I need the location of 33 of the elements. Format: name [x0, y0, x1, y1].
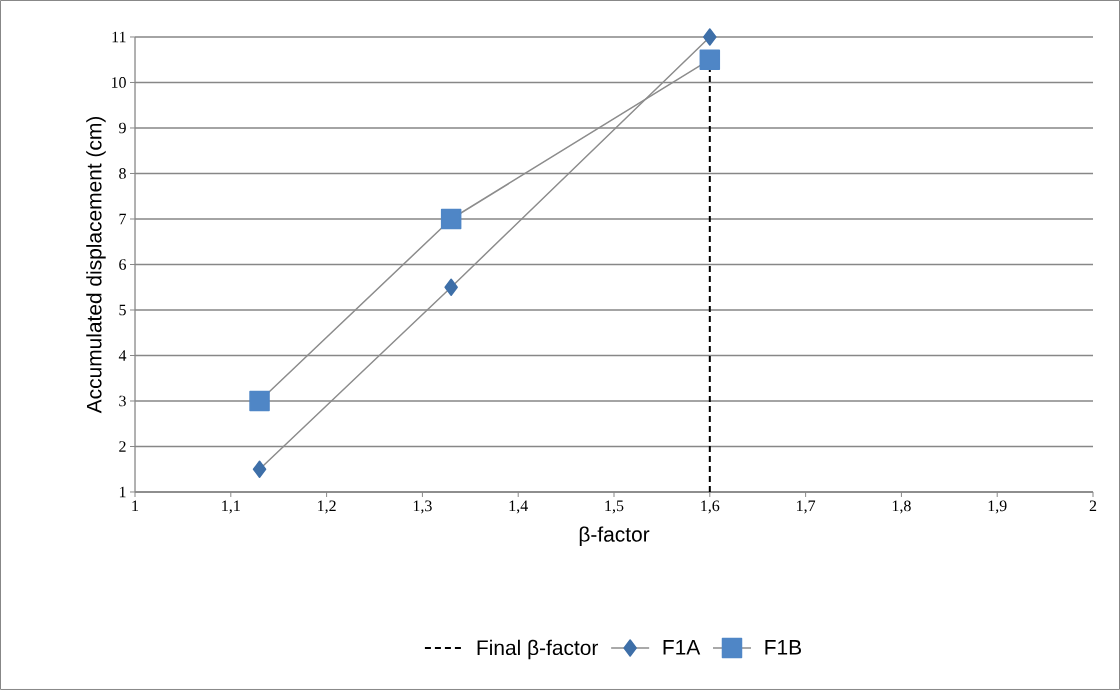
point: [252, 460, 267, 478]
x-tick-label: 2: [1089, 500, 1097, 512]
point: [440, 208, 462, 230]
point: [444, 278, 458, 296]
x-tick-label: 1,2: [318, 500, 336, 514]
y-tick-label: 3: [119, 395, 126, 407]
y-tick-label: 10: [111, 77, 126, 88]
y-tick-label: 1: [119, 486, 126, 498]
x-tick-label: 1,1: [222, 500, 240, 514]
x-tick-label: 1: [132, 500, 139, 512]
x-tick-label: 1,3: [413, 500, 432, 514]
y-tick-label: 8: [119, 168, 126, 179]
y-axis-title: Accumulated displacement (cm): [86, 117, 106, 414]
y-tick-label: 2: [119, 441, 126, 452]
x-axis-title: β-factor: [579, 526, 650, 546]
legend-label: F1B: [765, 640, 801, 655]
point: [699, 49, 721, 70]
legend-label: F1A: [663, 640, 701, 655]
x-tick-label: 1,8: [892, 500, 911, 514]
y-tick-label: 5: [119, 304, 126, 316]
y-tick-label: 4: [118, 350, 127, 361]
y-tick-label: 6: [119, 259, 127, 270]
x-tick-label: 1,7: [797, 500, 816, 514]
point: [703, 28, 717, 46]
y-tick-label: 7: [119, 213, 127, 225]
y-tick-label: 9: [119, 122, 126, 134]
point: [249, 390, 270, 412]
x-tick-label: 1,9: [988, 500, 1007, 514]
x-tick-label: 1,6: [701, 500, 720, 514]
x-tick-label: 1,4: [509, 500, 528, 514]
y-tick-label: 11: [112, 31, 126, 43]
legend-label: Final β-factor: [477, 639, 599, 660]
x-tick-label: 1,5: [605, 500, 624, 514]
